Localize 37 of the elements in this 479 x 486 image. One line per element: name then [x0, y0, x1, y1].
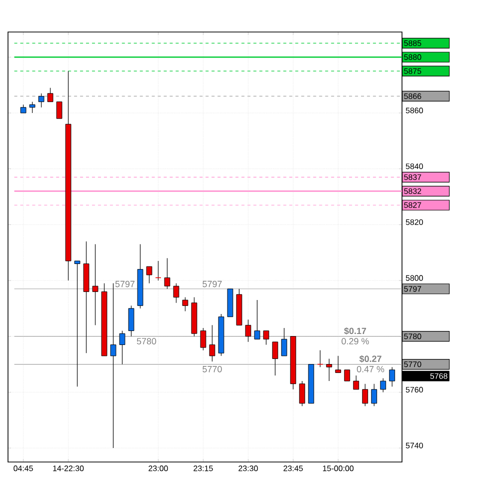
annotation: $0.17: [344, 327, 366, 335]
annotation: 5797: [115, 280, 134, 288]
candlestick: [254, 300, 260, 340]
candlestick: [56, 102, 62, 119]
annotation: $0.27: [359, 355, 382, 363]
candlestick: [200, 328, 206, 351]
annotation: 5780: [136, 338, 156, 344]
candlestick: [110, 282, 116, 448]
candlestick: [353, 375, 360, 390]
candlestick: [47, 88, 54, 102]
candlestick: [326, 358, 332, 382]
candlestick: [74, 260, 80, 387]
candlestick: [128, 305, 134, 337]
candlestick: [362, 384, 368, 406]
annotation: 0.29 %: [342, 338, 369, 344]
candlestick: [119, 330, 126, 365]
candlestick: [173, 282, 180, 304]
candlestick: [371, 384, 378, 406]
annotation: 5770: [202, 366, 222, 372]
candlestick: [263, 330, 270, 346]
candlestick: [146, 266, 152, 284]
candlestick: [209, 324, 216, 362]
candlestick: [272, 342, 278, 376]
candlestick: [389, 366, 396, 387]
candlestick: [38, 93, 44, 108]
candlestick: [299, 380, 306, 406]
candlestick: [344, 370, 350, 382]
candlestick: [182, 296, 188, 312]
candlestick: [29, 102, 36, 114]
candlestick: [245, 319, 252, 342]
candlestick: [281, 328, 288, 356]
candlestick: [164, 258, 170, 290]
candlestick: [92, 244, 98, 326]
annotation: 5797: [202, 280, 222, 288]
annotation: 0.47 %: [356, 366, 384, 372]
candlestick: [335, 356, 342, 373]
candlestick: [380, 378, 386, 392]
